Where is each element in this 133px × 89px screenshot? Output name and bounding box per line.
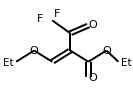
Text: O: O [89,20,97,30]
Text: O: O [102,46,111,56]
Text: F: F [37,14,43,24]
Text: O: O [30,46,39,56]
Text: O: O [89,73,97,83]
Text: Et: Et [121,58,131,68]
Text: Et: Et [3,58,14,68]
Text: F: F [54,9,60,19]
